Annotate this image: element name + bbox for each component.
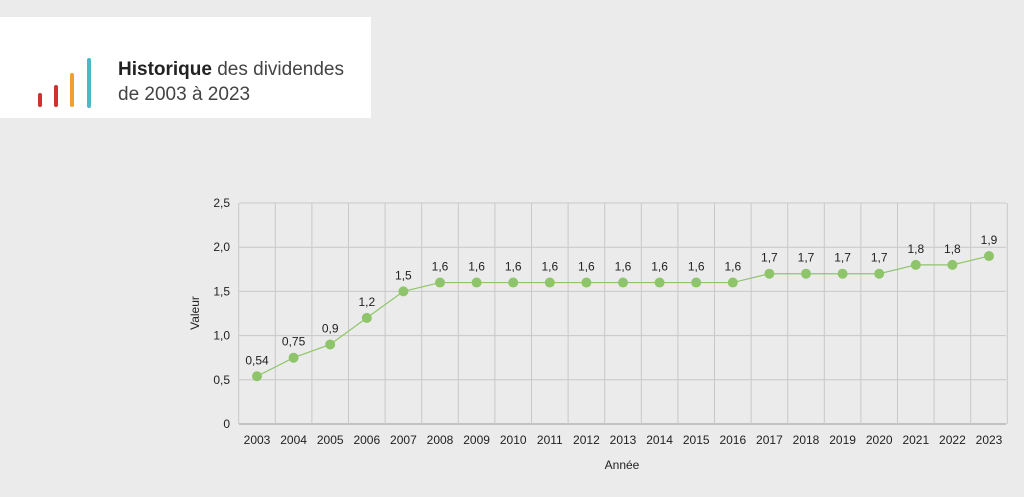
data-label: 1,7	[871, 251, 888, 265]
data-label: 1,7	[834, 251, 851, 265]
data-point	[764, 268, 775, 279]
data-point	[691, 277, 702, 288]
x-tick-label: 2003	[244, 433, 271, 447]
data-label: 0,75	[282, 335, 306, 349]
data-point	[874, 268, 885, 279]
y-tick-label: 1,0	[213, 329, 230, 343]
x-tick-label: 2006	[353, 433, 380, 447]
data-label: 0,9	[322, 321, 339, 335]
data-labels: 0,54 0,75 0,9 1,2 1,5 1,6 1,6 1,6 1,6 1,6 1,6 1,6 1,…	[245, 233, 997, 367]
data-label: 1,6	[468, 260, 485, 274]
data-point	[910, 259, 921, 270]
data-label: 1,6	[651, 260, 668, 274]
y-axis-ticks: 0 0,5 1,0 1,5 2,0 2,5	[213, 196, 230, 431]
data-label: 1,7	[761, 251, 778, 265]
title-strong: Historique	[118, 59, 212, 80]
data-label: 1,9	[981, 233, 998, 247]
x-tick-label: 2019	[829, 433, 856, 447]
data-label: 1,6	[505, 260, 522, 274]
header-card: Historique des dividendes de 2003 à 2023	[0, 17, 371, 118]
bar-chart-logo-icon	[38, 58, 91, 108]
x-tick-label: 2013	[610, 433, 637, 447]
data-label: 1,5	[395, 268, 412, 282]
x-tick-label: 2016	[719, 433, 746, 447]
x-tick-label: 2009	[463, 433, 490, 447]
data-label: 1,6	[432, 260, 449, 274]
x-tick-label: 2017	[756, 433, 783, 447]
data-point	[325, 339, 336, 350]
data-point	[252, 371, 262, 382]
logo-bar	[38, 93, 42, 107]
logo-bar	[87, 58, 91, 108]
x-tick-label: 2015	[683, 433, 710, 447]
x-tick-label: 2020	[866, 433, 893, 447]
x-tick-label: 2007	[390, 433, 417, 447]
y-tick-label: 1,5	[213, 284, 230, 298]
data-label: 1,2	[358, 295, 375, 309]
data-point	[435, 277, 445, 288]
data-label: 1,8	[944, 242, 961, 256]
data-label: 0,54	[245, 353, 269, 367]
data-label: 1,6	[541, 260, 558, 274]
data-point	[618, 277, 628, 288]
x-axis-title: Année	[605, 458, 640, 472]
data-points	[252, 251, 994, 382]
data-point	[581, 277, 592, 288]
data-point	[288, 352, 299, 363]
x-tick-label: 2014	[646, 433, 673, 447]
data-point	[398, 286, 409, 297]
chart-title: Historique des dividendes de 2003 à 2023	[118, 57, 344, 107]
x-tick-label: 2021	[902, 433, 929, 447]
x-tick-label: 2008	[427, 433, 454, 447]
x-tick-label: 2004	[280, 433, 307, 447]
y-tick-label: 0,5	[213, 373, 230, 387]
data-label: 1,6	[615, 260, 632, 274]
data-label: 1,6	[724, 260, 741, 274]
data-point	[947, 259, 958, 270]
data-point	[654, 277, 665, 288]
y-tick-label: 2,0	[213, 240, 230, 254]
logo-bar	[54, 85, 58, 107]
x-tick-label: 2023	[976, 433, 1003, 447]
x-tick-label: 2018	[793, 433, 820, 447]
data-point	[361, 312, 372, 323]
data-label: 1,7	[798, 251, 815, 265]
data-point	[984, 251, 994, 262]
x-tick-label: 2005	[317, 433, 344, 447]
data-point	[801, 268, 811, 279]
x-tick-label: 2010	[500, 433, 527, 447]
chart-subtitle: de 2003 à 2023	[118, 84, 251, 105]
x-tick-label: 2022	[939, 433, 966, 447]
data-point	[544, 277, 555, 288]
x-axis-ticks: 2003 2004 2005 2006 2007 2008 2009 2010 2011 2012…	[244, 433, 1003, 447]
y-tick-label: 2,5	[213, 196, 230, 210]
grid	[238, 202, 1008, 425]
title-rest: des dividendes	[211, 59, 344, 80]
data-point	[471, 277, 482, 288]
data-label: 1,6	[688, 260, 705, 274]
data-point	[508, 277, 519, 288]
logo-bar	[70, 73, 74, 107]
data-label: 1,8	[907, 242, 924, 256]
y-tick-label: 0	[223, 417, 230, 431]
x-tick-label: 2012	[573, 433, 600, 447]
data-label: 1,6	[578, 260, 595, 274]
y-axis-title: Valeur	[188, 296, 202, 330]
data-point	[837, 268, 848, 279]
data-point	[727, 277, 738, 288]
x-tick-label: 2011	[537, 433, 563, 447]
